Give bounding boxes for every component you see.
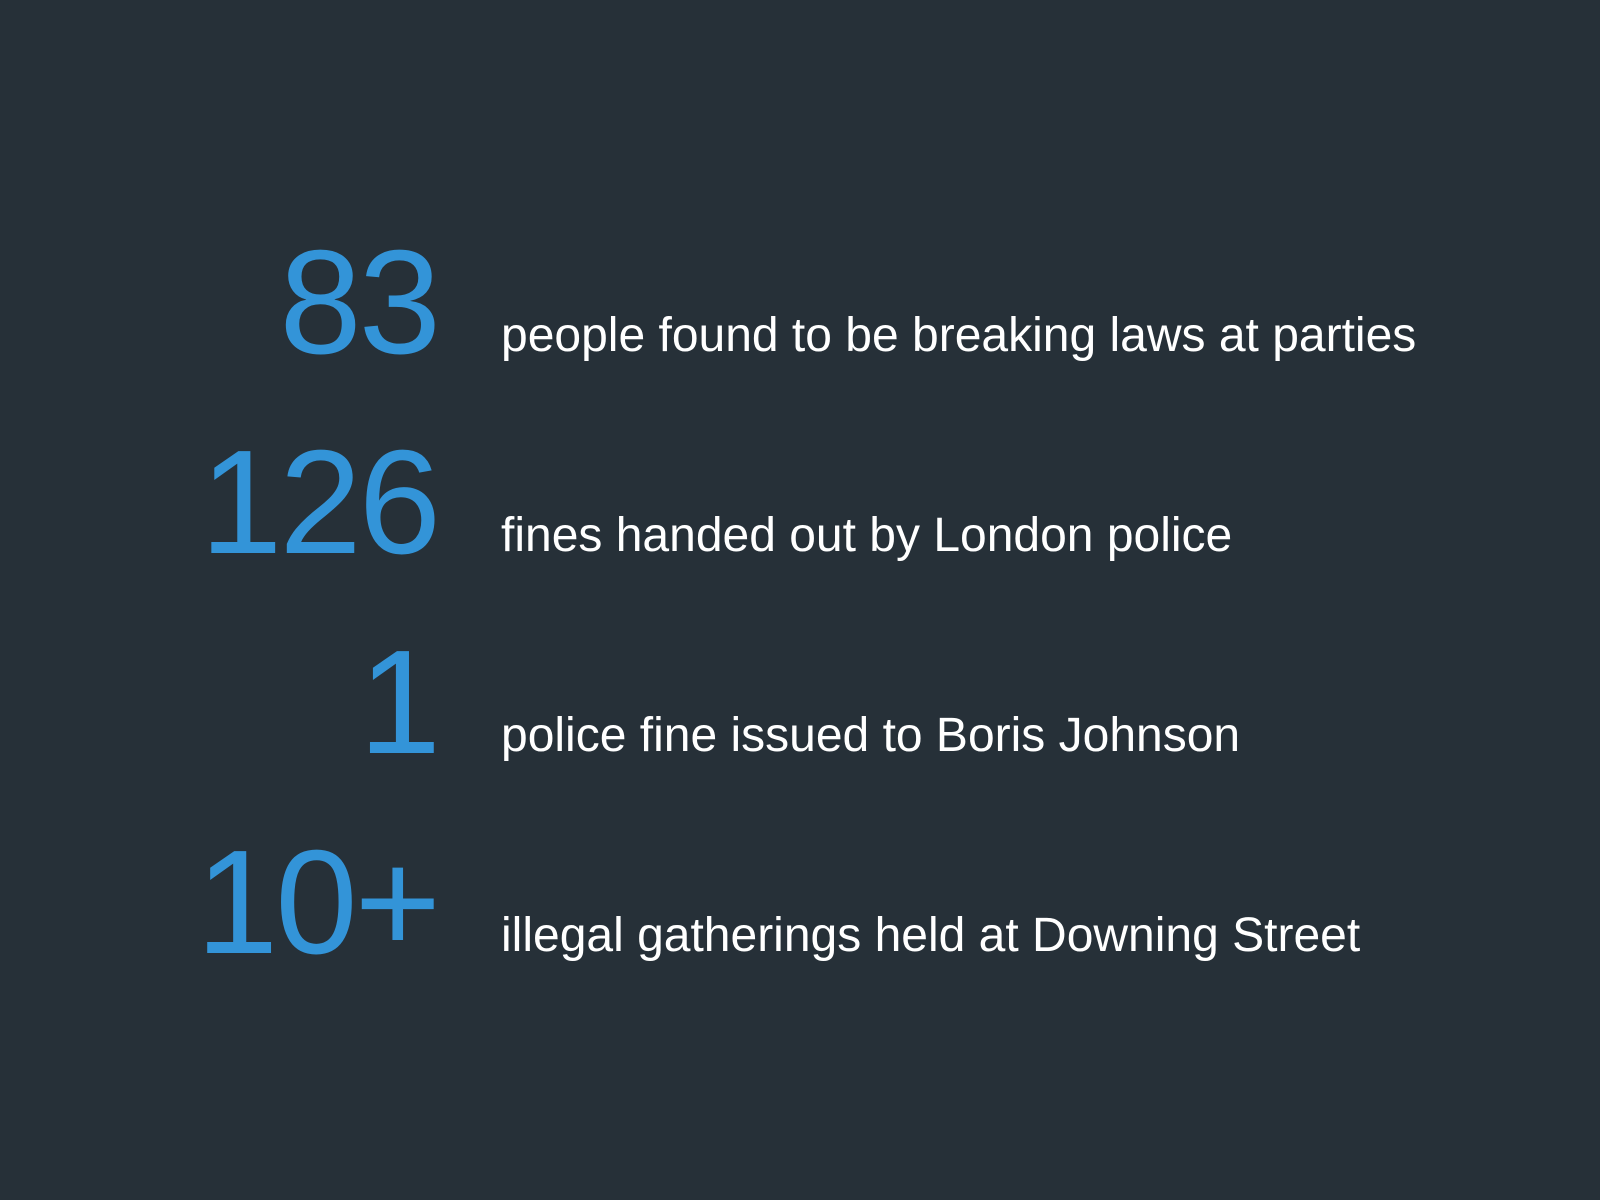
stat-row-gatherings: 10+ illegal gatherings held at Downing S… bbox=[0, 0, 1600, 977]
stat-label: people found to be breaking laws at part… bbox=[501, 309, 1417, 362]
stat-row-johnson-fine: 1 police fine issued to Boris Johnson bbox=[0, 0, 1600, 777]
stat-row-fines: 126 fines handed out by London police bbox=[0, 0, 1600, 577]
stat-row-people: 83 people found to be breaking laws at p… bbox=[0, 0, 1600, 377]
stat-number: 1 bbox=[358, 620, 441, 785]
stat-number: 126 bbox=[200, 420, 441, 585]
stat-label: police fine issued to Boris Johnson bbox=[501, 709, 1241, 762]
stat-label: fines handed out by London police bbox=[501, 509, 1233, 562]
stat-label: illegal gatherings held at Downing Stree… bbox=[501, 909, 1361, 962]
stat-number: 10+ bbox=[195, 820, 441, 985]
stat-number: 83 bbox=[279, 220, 441, 385]
